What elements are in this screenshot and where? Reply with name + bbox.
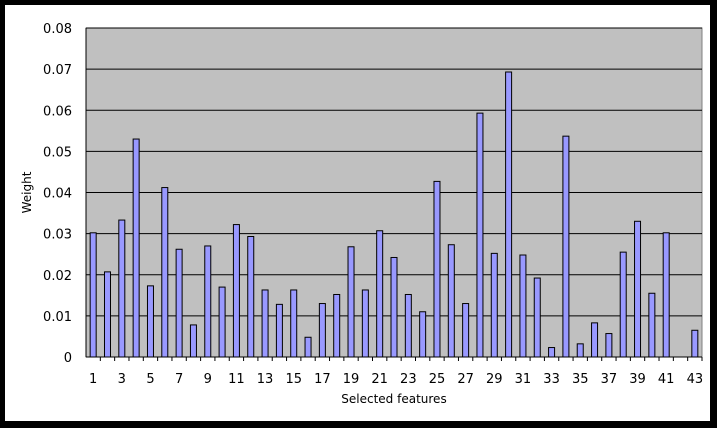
bar [548,347,556,358]
x-tick-label: 35 [572,372,589,387]
x-tick-label: 41 [658,372,675,387]
x-tick-label: 15 [285,372,302,387]
bar [462,303,470,358]
bar [103,271,111,358]
bar [118,219,126,358]
bar [361,289,369,358]
bar [218,286,226,358]
y-tick-label: 0.01 [43,310,72,325]
x-tick-label: 19 [343,372,360,387]
x-tick-labels: 1 3 5 7 9 11 13 15 17 19 21 23 25 27 29 31 33 35 37 39 41 43 [89,372,703,387]
bar [189,324,197,358]
y-tick-label: 0.07 [43,63,72,78]
bar [662,232,670,358]
x-tick-label: 25 [429,372,446,387]
y-tick-label: 0 [64,351,72,366]
bar [161,187,169,358]
bar [505,71,513,358]
bar [318,303,326,358]
bar [490,252,498,358]
x-tick-label: 3 [118,372,126,387]
bar [132,138,140,358]
x-axis-title: Selected features [341,392,446,406]
y-tick-label: 0.03 [43,228,72,243]
bar [576,343,584,358]
x-tick-label: 37 [601,372,618,387]
bar [347,246,355,358]
bar [204,245,212,358]
y-tick-label: 0.08 [43,22,72,37]
bar [404,293,412,358]
bar [619,251,627,358]
x-tick-label: 9 [204,372,212,387]
bar [275,303,283,358]
y-tick-label: 0.05 [43,145,72,160]
x-tick-label: 23 [400,372,417,387]
bar [533,277,541,358]
bar [591,322,599,358]
bar [261,289,269,358]
x-tick-label: 27 [457,372,474,387]
x-tick-label: 1 [89,372,97,387]
bar [476,112,484,358]
bar [519,254,527,358]
x-tick-label: 21 [371,372,388,387]
x-tick-label: 7 [175,372,183,387]
x-tick-label: 13 [257,372,274,387]
bar [419,311,427,358]
bar [648,292,656,358]
bar [433,180,441,358]
bar [691,329,699,358]
bar [562,135,570,358]
bars [89,71,699,358]
x-tick-label: 31 [515,372,532,387]
x-tick-label: 29 [486,372,503,387]
x-tick-label: 33 [543,372,560,387]
y-tick-labels: 0 0.01 0.02 0.03 0.04 0.05 0.06 0.07 0.08 [43,22,72,366]
bar [605,333,613,358]
bar [634,220,642,358]
bar [447,244,455,358]
bar [290,289,298,358]
y-tick-label: 0.04 [43,187,72,202]
x-tick-label: 5 [146,372,154,387]
axes [85,28,703,361]
bar [232,224,240,358]
y-tick-label: 0.02 [43,269,72,284]
x-tick-label: 39 [629,372,646,387]
bar [146,285,154,358]
bar [89,232,97,358]
bar [333,293,341,358]
y-axis-title: Weight [20,171,34,213]
x-tick-label: 43 [687,372,704,387]
bar [175,248,183,358]
bar [376,230,384,358]
x-tick-label: 17 [314,372,331,387]
bar [304,336,312,358]
x-tick-label: 11 [228,372,245,387]
bar [247,236,255,358]
bar [390,256,398,358]
y-tick-label: 0.06 [43,104,72,119]
